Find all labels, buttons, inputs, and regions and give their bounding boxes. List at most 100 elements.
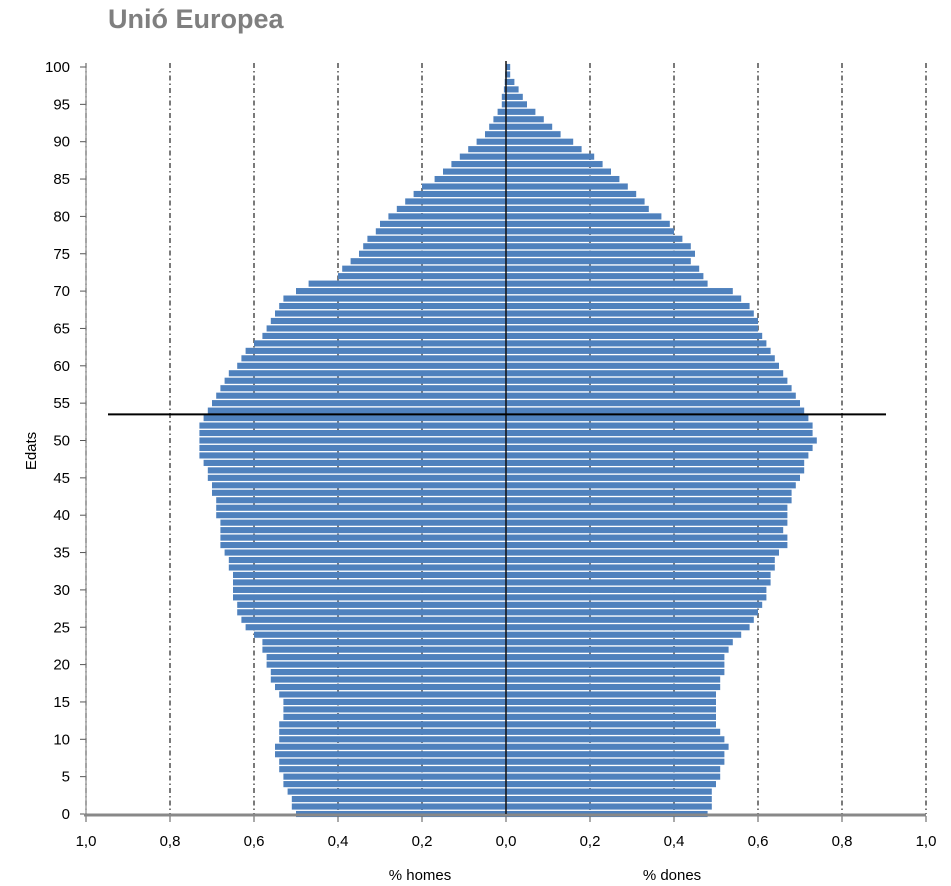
y-tick-label: 80 [53,208,70,225]
bar-women [506,310,754,317]
bar-men [501,101,506,108]
bar-men [279,691,506,698]
y-tick-label: 30 [53,582,70,599]
bar-women [506,512,788,519]
y-tick-label: 65 [53,320,70,337]
bar-men [338,273,506,280]
x-tick-label: 0,6 [244,833,265,850]
y-tick-label: 0 [62,806,70,823]
x-tick-label: 0,8 [832,833,853,850]
bar-men [216,512,506,519]
bar-women [506,579,771,586]
x-tick-label: 0,4 [664,833,685,850]
y-tick-label: 100 [45,59,70,76]
bar-men [283,713,506,720]
bar-women [506,355,775,362]
bar-women [506,347,771,354]
bar-men [262,332,506,339]
bar-men [287,788,506,795]
bar-men [283,698,506,706]
x-tick-label: 0,6 [748,833,769,850]
bar-women [506,235,683,242]
bar-men [220,542,506,549]
bar-women [506,706,716,713]
bar-men [266,654,506,661]
bar-men [291,795,506,803]
bar-women [506,370,784,377]
bar-women [506,340,767,347]
bar-women [506,586,767,593]
bar-men [220,519,506,526]
bar-men [485,131,506,138]
bar-women [506,534,788,541]
y-tick-label: 10 [53,731,70,748]
bar-women [506,676,721,683]
chart-title: Unió Europea [108,4,284,34]
bar-women [506,616,754,623]
bar-women [506,594,767,601]
bar-men [497,108,506,115]
bar-men [216,392,506,399]
bar-women [506,131,561,138]
bar-men [283,706,506,713]
bar-men [241,616,506,623]
bar-men [279,721,506,728]
bar-women [506,444,813,452]
bar-men [283,781,506,788]
bar-women [506,758,725,765]
bar-women [506,385,792,392]
bar-men [254,631,506,638]
bar-men [233,579,506,586]
bar-women [506,527,784,534]
bar-men [245,624,506,631]
bar-women [506,669,725,676]
bar-women [506,452,809,459]
bar-men [266,661,506,668]
bar-men [367,235,506,242]
bar-women [506,564,775,571]
y-tick-label: 90 [53,134,70,151]
bar-women [506,571,771,579]
x-axis-title-men: % homes [389,867,452,884]
tick-labels: 1,0 0,8 0,6 0,4 0,2 0,0 0,2 0,4 0,6 0,8 1,0 0 5 10 15 2… [45,59,936,850]
bar-women [506,654,725,661]
bar-women [506,258,691,265]
bar-men [296,288,506,295]
bar-men [489,123,506,130]
bar-women [506,400,800,407]
bar-men [468,146,506,153]
bar-men [207,467,507,474]
y-tick-label: 60 [53,358,70,375]
bar-women [506,728,721,735]
bar-women [506,101,527,108]
bar-women [506,542,788,549]
bar-men [270,676,506,683]
y-tick-label: 50 [53,433,70,450]
bar-men [207,407,507,414]
bar-women [506,198,645,205]
bar-women [506,108,536,115]
bar-women [506,549,779,556]
bar-men [233,586,506,593]
bar-men [363,243,506,250]
bar-men [476,138,506,145]
bar-men [237,609,506,616]
bar-men [199,444,506,452]
bar-men [359,250,506,257]
bar-women [506,332,763,339]
bar-women [506,213,662,220]
bar-men [262,639,506,646]
bar-men [375,228,506,235]
y-tick-label: 95 [53,96,70,113]
bar-women [506,377,788,384]
bar-men [342,265,506,272]
x-tick-label: 1,0 [916,833,937,850]
bar-women [506,78,515,86]
bar-men [275,743,506,750]
bar-women [506,661,725,668]
bar-men [199,437,506,444]
bar-women [506,407,805,414]
bar-women [506,168,611,175]
x-tick-label: 1,0 [76,833,97,850]
y-tick-label: 5 [62,769,70,786]
